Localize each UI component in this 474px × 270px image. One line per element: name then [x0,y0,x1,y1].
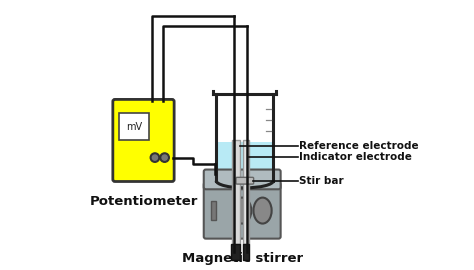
Text: mV: mV [126,122,142,132]
Text: Stir bar: Stir bar [300,176,344,186]
Circle shape [152,155,157,160]
Text: Magnetic stirrer: Magnetic stirrer [182,252,303,265]
Ellipse shape [254,198,272,224]
FancyBboxPatch shape [204,170,281,189]
Text: Reference electrode: Reference electrode [300,141,419,151]
Bar [244,140,249,244]
FancyBboxPatch shape [236,177,254,184]
Circle shape [162,155,167,160]
Text: Potentiometer: Potentiometer [89,195,198,208]
Bar [232,140,239,244]
Bar [119,113,149,140]
Bar [243,244,249,260]
Bar [231,244,240,260]
Text: Indicator electrode: Indicator electrode [300,152,412,162]
Ellipse shape [233,198,251,224]
Bar [210,201,216,220]
Circle shape [160,153,169,162]
Circle shape [150,153,160,162]
FancyBboxPatch shape [204,183,281,239]
Bar [218,142,272,184]
FancyBboxPatch shape [113,99,174,181]
